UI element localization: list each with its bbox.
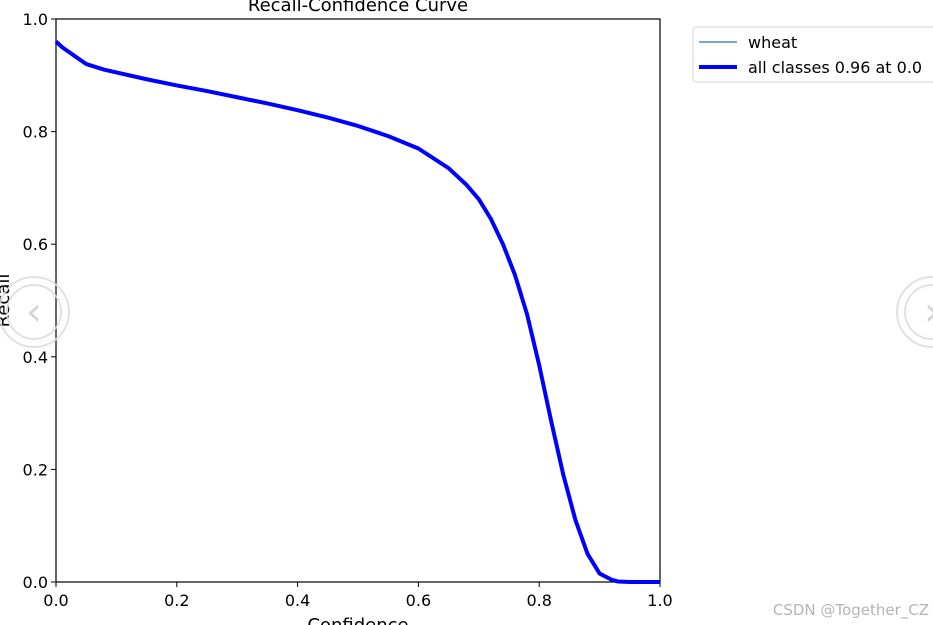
- chevron-left-icon: ‹: [26, 289, 42, 335]
- x-tick-label: 1.0: [647, 591, 672, 610]
- series-layer: [54, 40, 660, 584]
- y-tick-label: 0.8: [23, 123, 48, 142]
- x-tick-label: 0.8: [526, 591, 551, 610]
- previous-image-button[interactable]: ‹: [0, 276, 70, 348]
- legend: wheat all classes 0.96 at 0.0: [692, 26, 933, 83]
- legend-box: [692, 26, 933, 83]
- x-tick-label: 0.2: [164, 591, 189, 610]
- y-tick-label: 0.0: [23, 573, 48, 592]
- x-tick-label: 0.0: [43, 591, 68, 610]
- y-tick-label: 0.4: [23, 348, 48, 367]
- chart-title: Recall-Confidence Curve: [248, 0, 468, 16]
- x-tick-label: 0.6: [406, 591, 431, 610]
- x-axis-label: Confidence: [307, 615, 408, 625]
- watermark-text: CSDN @Together_CZ: [772, 601, 929, 619]
- y-tick-label: 1.0: [23, 10, 48, 29]
- legend-label-wheat: wheat: [748, 33, 797, 52]
- legend-label-all-classes: all classes 0.96 at 0.0: [748, 58, 922, 77]
- series-line-all-classes: [54, 40, 660, 584]
- chevron-right-icon: ›: [924, 292, 933, 332]
- y-tick-label: 0.6: [23, 235, 48, 254]
- x-tick-label: 0.4: [285, 591, 310, 610]
- y-tick-label: 0.2: [23, 460, 48, 479]
